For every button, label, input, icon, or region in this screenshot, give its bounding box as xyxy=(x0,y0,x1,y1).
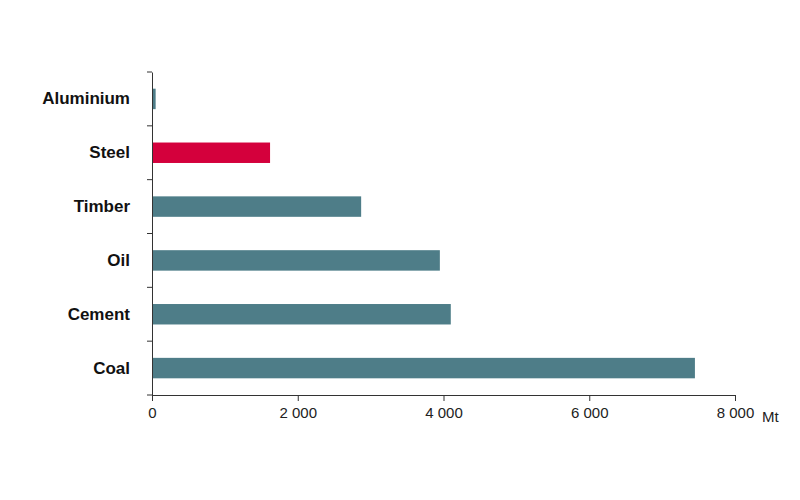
bar xyxy=(152,250,440,270)
x-tick-label: 0 xyxy=(148,404,156,421)
y-tick: Timber xyxy=(74,197,131,216)
y-tick: Aluminium xyxy=(42,89,130,108)
category-divider xyxy=(147,125,152,126)
x-tick-mark xyxy=(589,395,590,401)
bars xyxy=(152,89,695,379)
y-tick-label: Aluminium xyxy=(42,89,130,108)
y-tick-label: Coal xyxy=(93,359,130,378)
x-axis: 0 2 000 4 000 6 000 8 000 xyxy=(148,395,754,421)
chart: 0 2 000 4 000 6 000 8 000 Aluminium Steel Timbe… xyxy=(0,0,800,500)
x-axis-title: Mt xyxy=(762,408,779,425)
x-tick-label: 2 000 xyxy=(279,404,317,421)
x-tick-label: 6 000 xyxy=(571,404,609,421)
bar xyxy=(152,196,361,216)
y-axis: Aluminium Steel Timber Oil Cement Coal xyxy=(42,72,152,396)
category-divider xyxy=(147,233,152,234)
y-tick-label: Steel xyxy=(89,143,130,162)
x-tick: 6 000 xyxy=(571,395,609,421)
category-divider xyxy=(147,287,152,288)
y-axis-line xyxy=(152,73,153,396)
y-tick: Steel xyxy=(89,143,130,162)
y-tick: Coal xyxy=(93,359,130,378)
bar xyxy=(152,143,270,163)
y-tick-label: Oil xyxy=(107,251,130,270)
y-tick-label: Timber xyxy=(74,197,131,216)
x-tick-label: 8 000 xyxy=(717,404,755,421)
y-tick: Cement xyxy=(68,305,131,324)
category-divider xyxy=(147,72,152,73)
y-tick: Oil xyxy=(107,251,130,270)
x-tick: 2 000 xyxy=(279,395,317,421)
x-tick: 8 000 xyxy=(717,395,755,421)
y-tick-label: Cement xyxy=(68,305,131,324)
x-tick-mark xyxy=(152,395,153,401)
x-tick-mark xyxy=(444,395,445,401)
x-tick-mark xyxy=(298,395,299,401)
category-divider xyxy=(147,179,152,180)
bar xyxy=(152,304,451,324)
category-divider xyxy=(147,341,152,342)
category-divider xyxy=(147,395,152,396)
bar xyxy=(152,358,695,378)
x-tick: 4 000 xyxy=(425,395,463,421)
x-tick-label: 4 000 xyxy=(425,404,463,421)
x-tick-mark xyxy=(735,395,736,401)
x-tick: 0 xyxy=(148,395,156,421)
